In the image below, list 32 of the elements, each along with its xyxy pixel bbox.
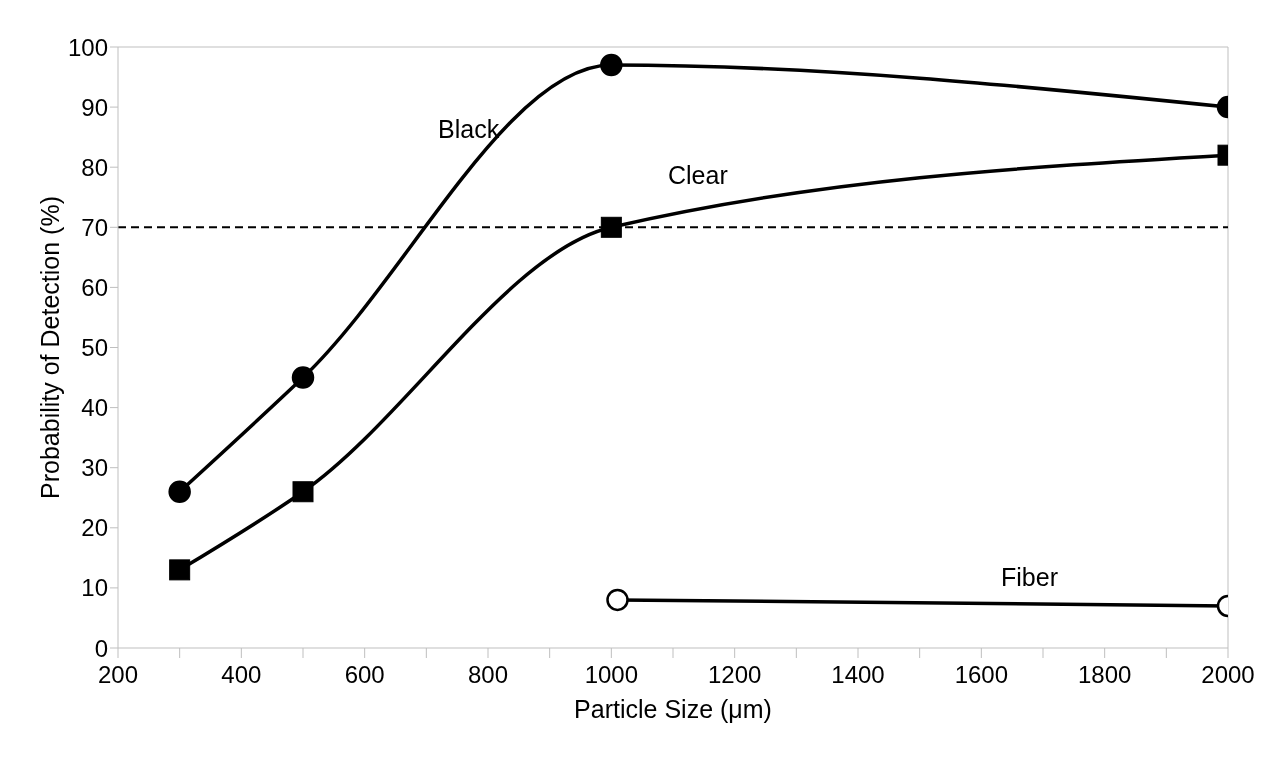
y-tick-label: 10 — [81, 574, 108, 602]
x-tick-label: 400 — [221, 661, 262, 689]
y-tick-label: 0 — [94, 634, 108, 662]
y-tick-label: 100 — [67, 33, 108, 61]
y-tick-label: 90 — [81, 93, 108, 121]
y-tick-label: 30 — [81, 454, 108, 482]
x-tick-label: 1000 — [584, 661, 639, 689]
x-tick-label: 1600 — [954, 661, 1009, 689]
x-tick-label: 1200 — [707, 661, 762, 689]
series-label: Fiber — [1001, 563, 1058, 591]
y-tick-label: 60 — [81, 273, 108, 301]
point — [600, 53, 623, 77]
y-tick-label: 50 — [81, 334, 108, 362]
x-tick-label: 800 — [467, 661, 509, 689]
point — [292, 481, 314, 503]
point — [600, 216, 622, 238]
x-axis-title: Particle Size (μm) — [574, 695, 772, 723]
y-tick-label: 40 — [81, 394, 108, 422]
x-tick-label: 600 — [344, 661, 385, 689]
y-tick-label: 20 — [81, 514, 108, 542]
x-tick-label: 1400 — [831, 661, 885, 689]
point — [291, 366, 315, 389]
y-axis-title: Probability of Detection (%) — [35, 196, 64, 499]
series-label: Clear — [668, 161, 728, 189]
point — [169, 559, 191, 581]
point — [168, 480, 191, 503]
x-tick-label: 200 — [97, 661, 139, 689]
series-label: Black — [438, 115, 500, 143]
x-tick-label: 2000 — [1201, 661, 1255, 689]
y-tick-label: 70 — [81, 213, 108, 241]
x-tick-label: 1800 — [1077, 661, 1132, 689]
y-tick-label: 80 — [81, 153, 108, 181]
